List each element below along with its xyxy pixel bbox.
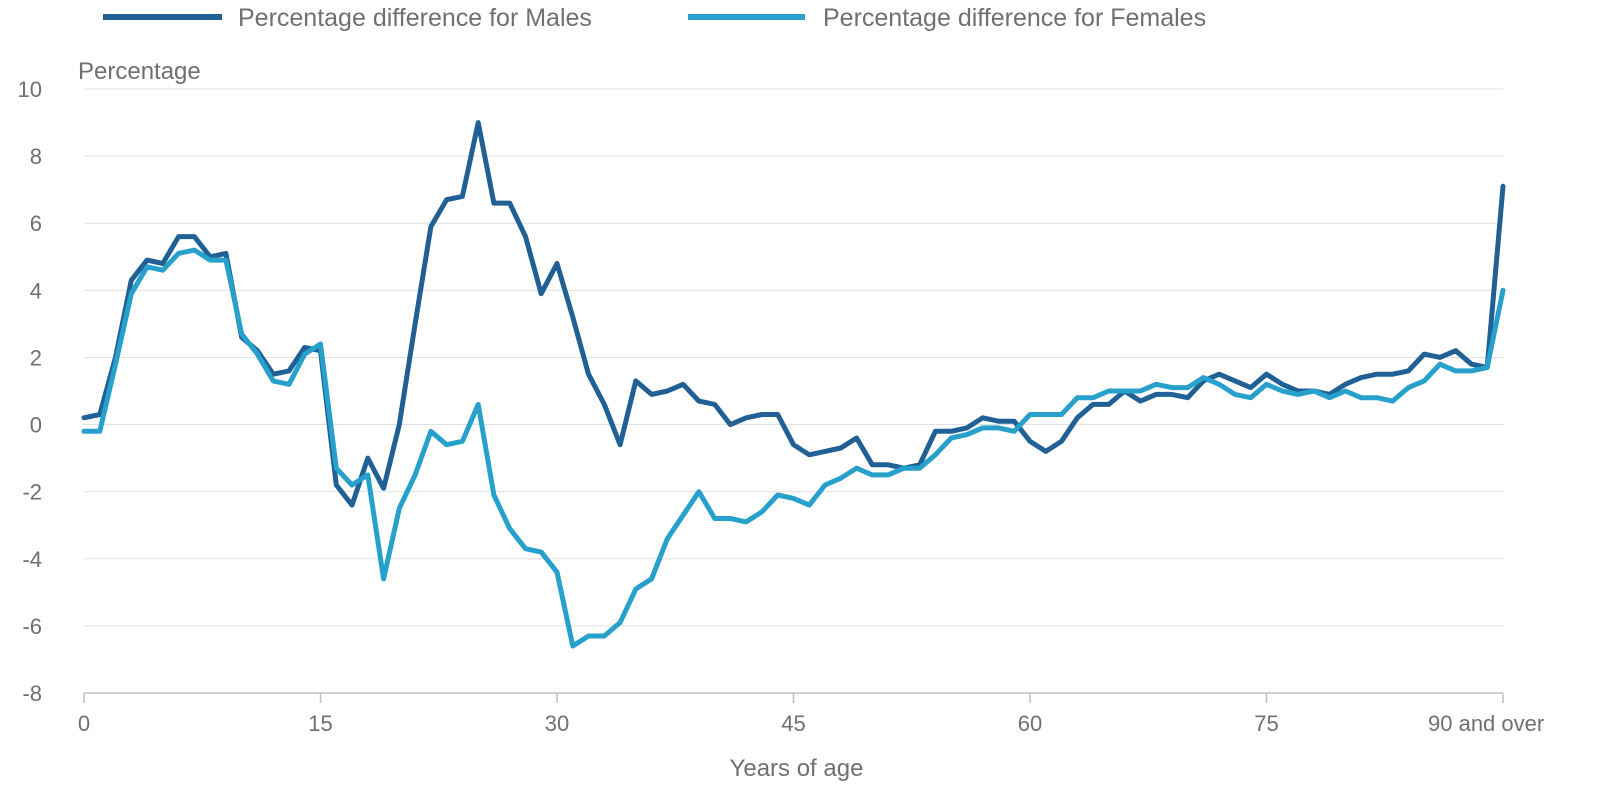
x-tick-label: 0 (78, 711, 90, 736)
y-tick-label: 8 (30, 144, 42, 169)
series-lines (81, 120, 1506, 649)
x-tick-label: 30 (545, 711, 569, 736)
y-tick-label: 0 (30, 413, 42, 438)
y-tick-label: 10 (18, 77, 42, 102)
x-tick-label: 90 and over (1428, 711, 1544, 736)
y-axis-title: Percentage (78, 58, 201, 85)
series-line-males (81, 120, 1506, 508)
y-tick-label: 4 (30, 278, 42, 303)
x-tick-label: 60 (1018, 711, 1042, 736)
y-tick-label: -6 (22, 614, 42, 639)
x-tick-label: 15 (308, 711, 332, 736)
chart-legend: Percentage difference for Males Percentag… (103, 4, 1206, 32)
legend-label: Percentage difference for Females (823, 4, 1206, 32)
x-axis-ticks: 0 15 30 45 60 75 90 and over (78, 693, 1544, 736)
x-tick-label: 75 (1254, 711, 1278, 736)
legend-label: Percentage difference for Males (238, 4, 592, 32)
x-axis-title: Years of age (730, 755, 864, 782)
y-tick-label: -4 (22, 547, 42, 572)
y-tick-label: -8 (22, 681, 42, 706)
x-tick-label: 45 (781, 711, 805, 736)
y-tick-label: 2 (30, 345, 42, 370)
y-tick-label: -2 (22, 480, 42, 505)
y-tick-label: 6 (30, 211, 42, 236)
y-axis-ticks: 10 8 6 4 2 0 -2 -4 -6 -8 (18, 77, 42, 706)
series-line-females (81, 247, 1506, 649)
